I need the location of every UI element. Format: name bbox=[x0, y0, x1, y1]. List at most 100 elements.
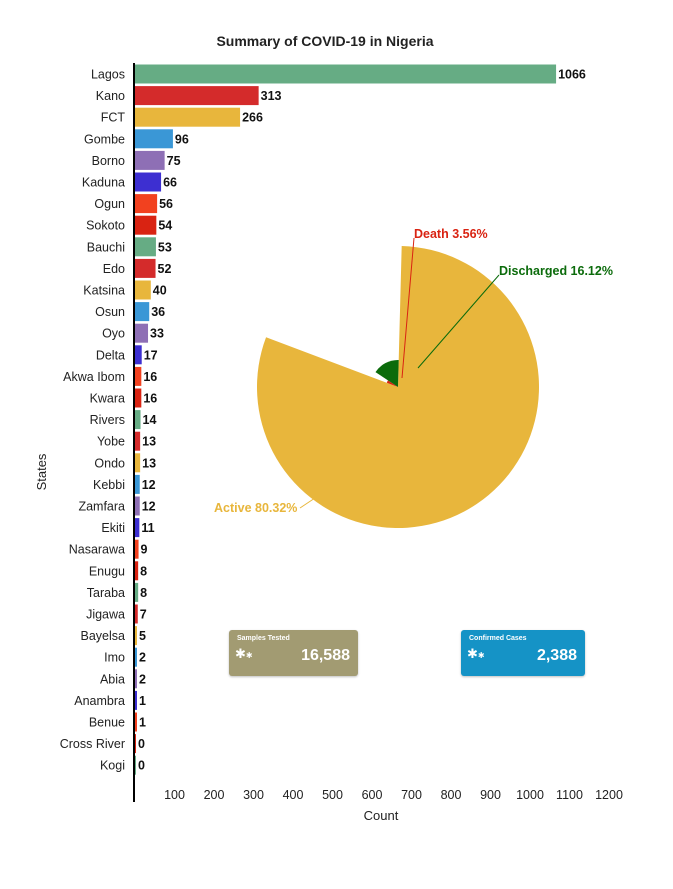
y-axis-label: States bbox=[34, 453, 49, 490]
pie-slice-label: Discharged 16.12% bbox=[499, 264, 613, 278]
bar-kwara bbox=[135, 388, 142, 408]
bar-yobe bbox=[135, 431, 141, 451]
bar-kogi bbox=[135, 755, 136, 775]
value-label: 14 bbox=[143, 413, 157, 427]
bar-benue bbox=[135, 712, 137, 732]
x-tick-label: 800 bbox=[441, 788, 462, 802]
bar-edo bbox=[135, 258, 156, 278]
bar-delta bbox=[135, 345, 142, 365]
value-label: 1 bbox=[139, 716, 146, 730]
category-label: Sokoto bbox=[86, 219, 125, 233]
bar-cross-river bbox=[135, 734, 136, 754]
category-label: Enugu bbox=[89, 564, 125, 578]
x-tick-label: 1000 bbox=[516, 788, 544, 802]
bar-imo bbox=[135, 647, 137, 667]
pie-slice-discharged bbox=[375, 360, 399, 387]
bar-kano bbox=[135, 86, 259, 106]
x-tick-label: 600 bbox=[362, 788, 383, 802]
value-label: 313 bbox=[261, 89, 282, 103]
x-tick-label: 200 bbox=[204, 788, 225, 802]
value-label: 56 bbox=[159, 197, 173, 211]
bar-jigawa bbox=[135, 604, 138, 624]
category-label: Ondo bbox=[94, 456, 125, 470]
category-label: Delta bbox=[96, 348, 125, 362]
pie-leader-line bbox=[401, 237, 415, 379]
bar-nasarawa bbox=[135, 539, 139, 559]
bar-osun bbox=[135, 302, 150, 322]
confirmed-cases-card: Confirmed Cases ✱✱ 2,388 bbox=[461, 630, 585, 676]
category-label: Rivers bbox=[90, 413, 125, 427]
category-label: Lagos bbox=[91, 68, 125, 82]
category-label: Ekiti bbox=[101, 521, 125, 535]
category-label: Akwa Ibom bbox=[63, 370, 125, 384]
x-axis-label: Count bbox=[364, 808, 399, 823]
value-label: 12 bbox=[142, 500, 156, 514]
category-label: Kebbi bbox=[93, 478, 125, 492]
x-tick-label: 300 bbox=[243, 788, 264, 802]
virus-icon: ✱✱ bbox=[235, 646, 253, 661]
bar-fct bbox=[135, 107, 241, 127]
value-label: 1066 bbox=[558, 68, 586, 82]
bar-akwa-ibom bbox=[135, 366, 142, 386]
category-label: Bayelsa bbox=[81, 629, 126, 643]
category-label: Imo bbox=[104, 651, 125, 665]
category-label: Anambra bbox=[74, 694, 125, 708]
bar-gombe bbox=[135, 129, 173, 149]
category-label: Edo bbox=[103, 262, 125, 276]
category-label: Borno bbox=[92, 154, 125, 168]
value-label: 1 bbox=[139, 694, 146, 708]
value-label: 0 bbox=[138, 759, 145, 773]
bar-borno bbox=[135, 150, 165, 170]
bar-kaduna bbox=[135, 172, 162, 192]
confirmed-cases-value: 2,388 bbox=[536, 647, 577, 664]
value-label: 33 bbox=[150, 327, 164, 341]
x-tick-label: 700 bbox=[401, 788, 422, 802]
x-tick-label: 1200 bbox=[595, 788, 623, 802]
category-label: Yobe bbox=[97, 435, 125, 449]
pie-slice-active bbox=[256, 246, 539, 528]
pie-leader-line bbox=[299, 495, 319, 509]
value-label: 13 bbox=[142, 456, 156, 470]
category-label: Kwara bbox=[90, 392, 125, 406]
category-label: Katsina bbox=[83, 284, 125, 298]
category-label: Osun bbox=[95, 305, 125, 319]
bar-oyo bbox=[135, 323, 149, 343]
value-label: 54 bbox=[158, 219, 172, 233]
bar-kebbi bbox=[135, 474, 140, 494]
category-label: Oyo bbox=[102, 327, 125, 341]
x-tick-label: 400 bbox=[283, 788, 304, 802]
x-tick-label: 500 bbox=[322, 788, 343, 802]
x-tick-label: 900 bbox=[480, 788, 501, 802]
value-label: 266 bbox=[242, 111, 263, 125]
x-tick-label: 100 bbox=[164, 788, 185, 802]
value-label: 66 bbox=[163, 176, 177, 190]
value-label: 8 bbox=[140, 564, 147, 578]
bar-anambra bbox=[135, 690, 137, 710]
bar-katsina bbox=[135, 280, 151, 300]
category-label: Cross River bbox=[60, 737, 125, 751]
bar-ekiti bbox=[135, 518, 140, 538]
value-label: 40 bbox=[153, 284, 167, 298]
bar-bayelsa bbox=[135, 626, 137, 646]
category-label: Gombe bbox=[84, 132, 125, 146]
value-label: 8 bbox=[140, 586, 147, 600]
value-label: 12 bbox=[142, 478, 156, 492]
bar-lagos bbox=[135, 64, 557, 84]
category-label: Kogi bbox=[100, 759, 125, 773]
value-label: 17 bbox=[144, 348, 158, 362]
pie-chart: Active 80.32% Death 3.56% Discharged 16.12… bbox=[214, 227, 613, 528]
category-label: Benue bbox=[89, 716, 125, 730]
value-label: 53 bbox=[158, 240, 172, 254]
category-label: Ogun bbox=[94, 197, 125, 211]
bar-ondo bbox=[135, 453, 141, 473]
x-tick-label: 1100 bbox=[556, 788, 583, 802]
value-label: 13 bbox=[142, 435, 156, 449]
bar-rivers bbox=[135, 410, 141, 430]
pie-slice-label: Death 3.56% bbox=[414, 227, 488, 241]
category-label: Zamfara bbox=[78, 500, 125, 514]
value-label: 5 bbox=[139, 629, 146, 643]
value-label: 2 bbox=[139, 672, 146, 686]
value-label: 11 bbox=[141, 521, 154, 535]
